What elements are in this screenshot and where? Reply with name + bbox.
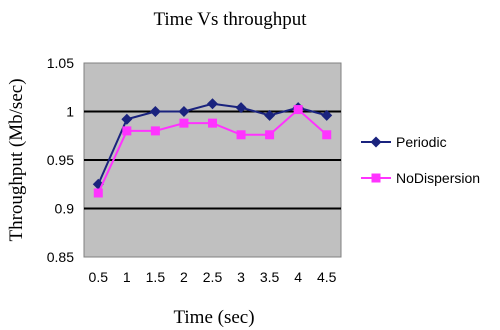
data-point — [121, 113, 133, 125]
legend: Periodic NoDispersion — [361, 134, 480, 186]
x-tick-label: 1 — [123, 269, 131, 285]
y-tick-label: 0.95 — [47, 152, 74, 168]
data-point — [321, 109, 333, 121]
data-point — [265, 130, 275, 140]
data-point — [178, 106, 190, 117]
x-tick-label: 2.5 — [203, 269, 223, 285]
data-point — [322, 130, 332, 140]
data-point — [264, 109, 276, 121]
data-point — [293, 105, 303, 115]
x-tick-label: 3.5 — [260, 269, 280, 285]
series-nodispersion — [93, 105, 332, 198]
legend-item: Periodic — [361, 134, 447, 150]
x-tick-label: 4 — [294, 269, 302, 285]
x-tick-label: 0.5 — [89, 269, 109, 285]
legend-marker — [370, 136, 382, 148]
data-point — [207, 98, 218, 110]
series-layer — [92, 98, 333, 198]
data-point — [93, 188, 103, 198]
x-axis-label: Time (sec) — [173, 307, 254, 328]
data-point — [149, 106, 161, 117]
y-tick-label: 1 — [66, 104, 74, 120]
data-point — [179, 118, 189, 128]
x-tick-label: 3 — [237, 269, 245, 285]
data-point — [236, 130, 246, 140]
x-tick-label: 2 — [180, 269, 188, 285]
chart-title: Time Vs throughput — [153, 9, 307, 30]
data-point — [150, 126, 160, 136]
x-tick-label: 1.5 — [146, 269, 166, 285]
legend-label: NoDispersion — [396, 170, 480, 186]
y-axis-label: Throughput (Mb/sec) — [6, 78, 27, 241]
data-point — [208, 118, 217, 128]
y-tick-label: 0.9 — [55, 201, 75, 217]
y-tick-labels: 0.85 0.9 0.95 1 1.05 — [47, 55, 74, 265]
data-point — [122, 126, 132, 136]
y-tick-label: 0.85 — [47, 249, 74, 265]
legend-item: NoDispersion — [361, 170, 480, 186]
x-tick-labels: 0.5 1 1.5 2 2.5 3 3.5 4 4.5 — [89, 269, 337, 285]
x-tick-label: 4.5 — [317, 269, 337, 285]
legend-marker — [371, 173, 381, 183]
legend-label: Periodic — [396, 134, 447, 150]
plot-area — [83, 62, 342, 258]
y-tick-label: 1.05 — [47, 55, 74, 71]
data-point — [235, 102, 247, 114]
series-periodic — [92, 98, 333, 190]
